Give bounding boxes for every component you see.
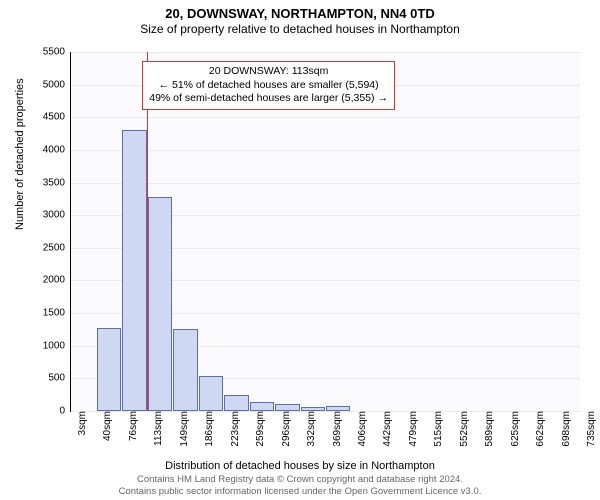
x-tick-label: 698sqm: [555, 411, 572, 447]
footer-attrib: Contains HM Land Registry data © Crown c…: [0, 474, 600, 498]
x-tick-label: 332sqm: [300, 411, 317, 447]
x-tick-label: 735sqm: [580, 411, 597, 447]
y-tick-label: 1000: [43, 340, 71, 351]
y-tick-label: 0: [59, 406, 71, 417]
y-tick-label: 3000: [43, 210, 71, 221]
chart-title-block: 20, DOWNSWAY, NORTHAMPTON, NN4 0TD Size …: [0, 0, 600, 36]
histogram-bar: [275, 404, 299, 411]
y-axis-label: Number of detached properties: [14, 78, 26, 230]
y-tick-label: 500: [48, 373, 71, 384]
x-tick-label: 149sqm: [173, 411, 190, 447]
histogram-bar: [173, 329, 197, 411]
histogram-bar: [326, 406, 350, 411]
footer-line-1: Contains HM Land Registry data © Crown c…: [0, 474, 600, 486]
y-tick-label: 4500: [43, 112, 71, 123]
histogram-bar: [97, 328, 121, 411]
x-axis-label: Distribution of detached houses by size …: [0, 460, 600, 472]
histogram-bar: [199, 376, 223, 411]
footer-line-2: Contains public sector information licen…: [0, 486, 600, 498]
histogram-bar: [122, 130, 146, 411]
x-tick-label: 296sqm: [275, 411, 292, 447]
x-tick-label: 186sqm: [198, 411, 215, 447]
y-tick-label: 2500: [43, 242, 71, 253]
annotation-line: 49% of semi-detached houses are larger (…: [149, 92, 388, 106]
histogram-bar: [224, 395, 248, 411]
x-tick-label: 113sqm: [147, 411, 164, 446]
x-tick-label: 369sqm: [326, 411, 343, 447]
plot-area: 0500100015002000250030003500400045005000…: [70, 52, 580, 412]
x-tick-label: 223sqm: [224, 411, 241, 447]
chart-title-main: 20, DOWNSWAY, NORTHAMPTON, NN4 0TD: [0, 6, 600, 22]
annotation-line: ← 51% of detached houses are smaller (5,…: [149, 79, 388, 93]
y-tick-label: 4000: [43, 144, 71, 155]
x-tick-label: 515sqm: [427, 411, 444, 447]
y-tick-label: 3500: [43, 177, 71, 188]
x-tick-label: 625sqm: [504, 411, 521, 447]
histogram-bar: [301, 407, 325, 411]
annotation-line: 20 DOWNSWAY: 113sqm: [149, 65, 388, 79]
x-tick-label: 76sqm: [122, 411, 139, 441]
x-tick-label: 552sqm: [453, 411, 470, 447]
chart-title-sub: Size of property relative to detached ho…: [0, 22, 600, 36]
x-tick-label: 40sqm: [96, 411, 113, 441]
x-tick-label: 589sqm: [478, 411, 495, 447]
x-tick-label: 259sqm: [249, 411, 266, 447]
x-tick-label: 406sqm: [351, 411, 368, 447]
x-tick-label: 479sqm: [402, 411, 419, 447]
x-tick-label: 3sqm: [71, 411, 88, 435]
x-tick-label: 442sqm: [376, 411, 393, 447]
x-tick-label: 662sqm: [529, 411, 546, 447]
y-tick-label: 5000: [43, 79, 71, 90]
y-tick-label: 5500: [43, 47, 71, 58]
y-tick-label: 2000: [43, 275, 71, 286]
histogram-bar: [148, 197, 172, 411]
annotation-box: 20 DOWNSWAY: 113sqm← 51% of detached hou…: [142, 61, 395, 110]
y-tick-label: 1500: [43, 308, 71, 319]
histogram-bar: [250, 402, 274, 411]
